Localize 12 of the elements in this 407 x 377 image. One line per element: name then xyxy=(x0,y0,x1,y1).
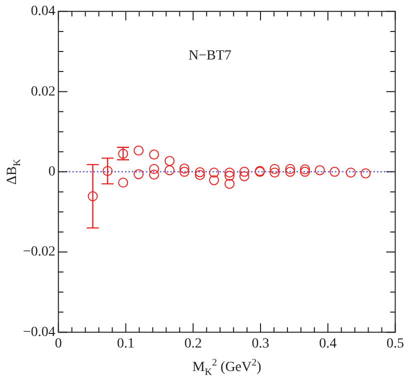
x-tick-label: 0.2 xyxy=(184,336,202,352)
y-axis-title: ΔBK xyxy=(5,158,24,185)
x-tick-label: 0.1 xyxy=(117,336,135,352)
y-tick-label: −0.04 xyxy=(22,324,56,340)
x-tick-label: 0.5 xyxy=(386,336,404,352)
y-tick-label: 0 xyxy=(48,164,56,180)
annotation: N−BT7 xyxy=(188,48,232,64)
x-tick-label: 0.3 xyxy=(252,336,270,352)
y-tick-label: 0.02 xyxy=(30,84,56,100)
x-tick-label: 0.4 xyxy=(319,336,337,352)
y-tick-label: 0.04 xyxy=(30,4,56,20)
y-tick-label: −0.02 xyxy=(22,244,56,260)
